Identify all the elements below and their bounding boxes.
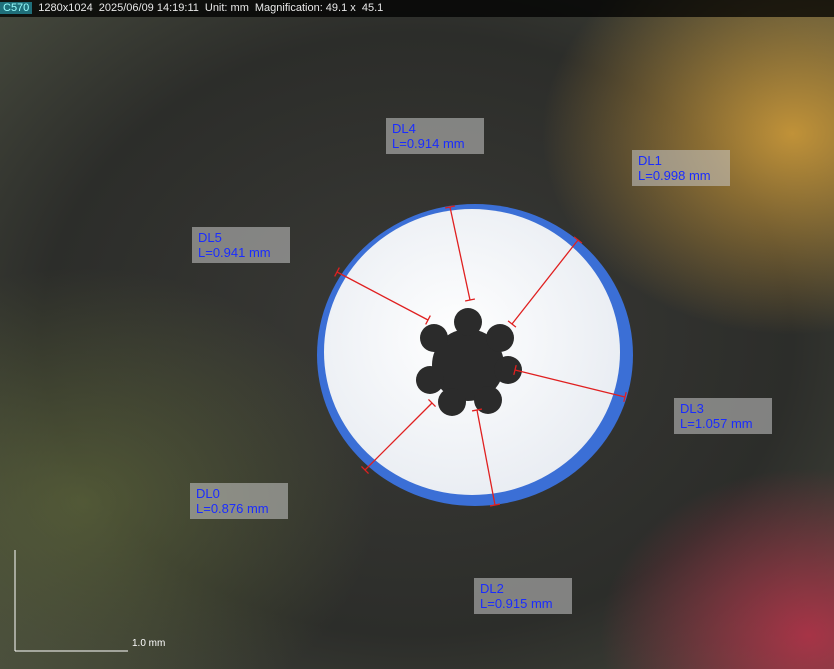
measurement-line	[514, 369, 626, 398]
measurement-line	[573, 236, 583, 244]
measurement-name: DL3	[680, 401, 704, 416]
measurement-lines	[334, 205, 627, 507]
measurement-line	[471, 408, 483, 412]
measurement-label: DL4 L=0.914 mm	[386, 118, 484, 154]
measurement-line	[489, 503, 501, 507]
measurement-line	[507, 320, 517, 328]
measurement-line	[425, 315, 431, 325]
measurement-line	[361, 466, 369, 474]
measurement-length: L=0.915 mm	[480, 596, 553, 611]
datetime: 2025/06/09 14:19:11	[98, 2, 199, 14]
measurement-line	[464, 298, 476, 302]
magnification: Magnification: 49.1 x 45.1	[254, 2, 384, 14]
unit: Unit: mm	[204, 2, 249, 14]
measurement-length: L=0.998 mm	[638, 168, 711, 183]
measurement-label: DL3 L=1.057 mm	[674, 398, 772, 434]
scale-label: 1.0 mm	[132, 638, 166, 649]
measurement-label: DL5 L=0.941 mm	[192, 227, 290, 263]
measurement-line	[511, 239, 579, 325]
sample-hole	[416, 308, 522, 416]
measurement-line	[623, 391, 627, 403]
measurement-line	[428, 399, 436, 407]
measurement-name: DL0	[196, 486, 220, 501]
measurement-length: L=1.057 mm	[680, 416, 753, 431]
measurement-line	[336, 271, 429, 321]
measurement-line	[476, 409, 496, 506]
measurement-length: L=0.876 mm	[196, 501, 269, 516]
measurement-label: DL0 L=0.876 mm	[190, 483, 288, 519]
camera: C570	[0, 2, 33, 14]
measurement-label: DL2 L=0.915 mm	[474, 578, 572, 614]
status-bar: C570 1280x1024 2025/06/09 14:19:11 Unit: mm…	[0, 0, 834, 17]
measurement-line	[449, 206, 471, 301]
measurement-length: L=0.914 mm	[392, 136, 465, 151]
measurement-name: DL4	[392, 121, 416, 136]
scale-bar	[14, 550, 128, 652]
measurement-line	[334, 267, 340, 277]
measurement-line	[444, 205, 456, 209]
measurement-name: DL2	[480, 581, 504, 596]
resolution: 1280x1024	[38, 2, 93, 14]
measurement-name: DL5	[198, 230, 222, 245]
measurement-length: L=0.941 mm	[198, 245, 271, 260]
measurement-line	[513, 364, 517, 376]
measurement-label: DL1 L=0.998 mm	[632, 150, 730, 186]
measurement-line	[364, 402, 433, 471]
measurement-name: DL1	[638, 153, 662, 168]
